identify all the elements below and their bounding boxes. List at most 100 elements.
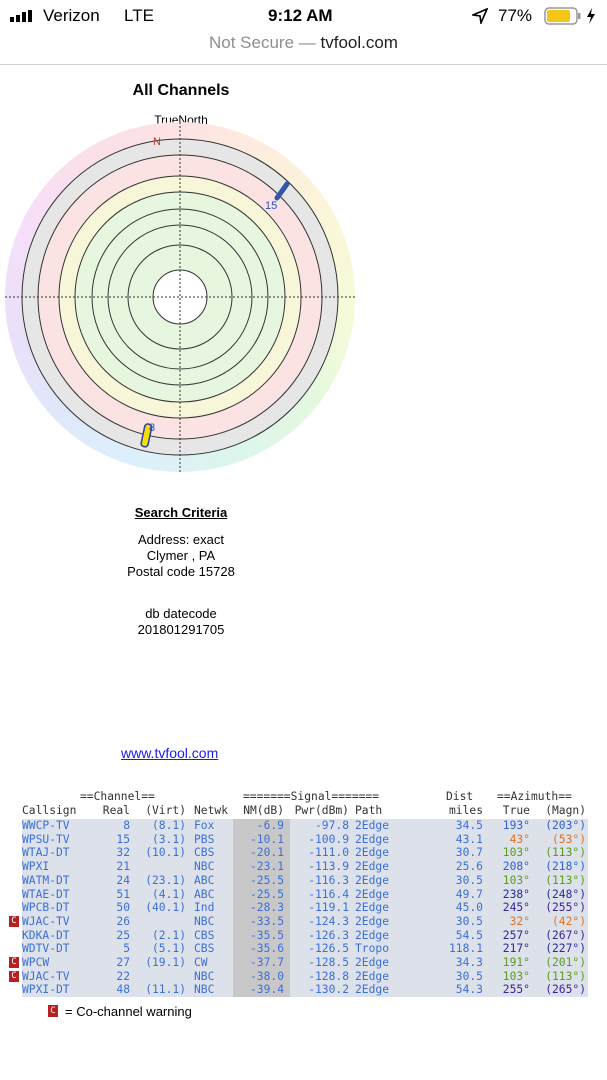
cell-callsign: KDKA-DT <box>22 928 70 942</box>
cell-dist: 30.5 <box>455 914 483 928</box>
cell-true: 208° <box>502 860 530 874</box>
cell-pwr: -116.3 <box>308 873 349 887</box>
cell-true: 103° <box>502 969 530 983</box>
cell-nm: -28.3 <box>249 901 284 915</box>
cell-true: 245° <box>502 901 530 915</box>
channel-table: ==Channel== =======Signal======= Dist ==Azi… <box>0 786 607 1019</box>
cell-dist: 30.7 <box>455 846 483 860</box>
cell-callsign: WTAE-DT <box>22 887 70 901</box>
cell-dist: 49.7 <box>455 887 483 901</box>
cell-nm: -20.1 <box>249 846 284 860</box>
cell-dist: 118.1 <box>448 942 483 956</box>
cell-magn: (113°) <box>545 846 586 860</box>
cell-pwr: -116.4 <box>308 887 349 901</box>
cell-pwr: -128.5 <box>308 956 349 969</box>
cell-nm: -35.6 <box>249 942 284 956</box>
cell-callsign: WPXI-DT <box>22 983 70 997</box>
station-marker <box>140 423 153 448</box>
cell-callsign: WPCW <box>22 956 50 969</box>
cell-netwk: ABC <box>194 873 215 887</box>
cell-dist: 54.3 <box>455 983 483 997</box>
station-marker <box>274 181 290 201</box>
cell-true: 255° <box>502 983 530 997</box>
column-header: Callsign <box>22 804 77 817</box>
cell-nm: -37.7 <box>249 956 284 969</box>
group-header: ==Azimuth== <box>497 790 572 803</box>
cell-magn: (201°) <box>545 956 586 969</box>
cell-callsign: WWCP-TV <box>22 819 70 832</box>
cell-netwk: Ind <box>194 901 215 915</box>
cell-netwk: NBC <box>194 969 215 983</box>
cell-real: 24 <box>116 873 130 887</box>
criteria-title-text: Search Criteria <box>134 505 228 520</box>
cell-real: 22 <box>116 969 130 983</box>
cell-pwr: -100.9 <box>308 832 349 846</box>
column-header: Netwk <box>194 804 229 817</box>
cell-callsign: WJAC-TV <box>22 914 70 928</box>
station-label: 15 <box>265 200 277 212</box>
cell-magn: (53°) <box>551 832 586 846</box>
cell-nm: -33.5 <box>249 914 284 928</box>
cell-callsign: WPCB-DT <box>22 901 70 915</box>
cell-real: 32 <box>116 846 130 860</box>
cell-true: 193° <box>502 819 530 832</box>
cell-magn: (113°) <box>545 873 586 887</box>
cell-magn: (113°) <box>545 969 586 983</box>
group-header: =======Signal======= <box>243 790 380 803</box>
column-header: NM(dB) <box>243 804 284 817</box>
cell-path: 2Edge <box>355 928 390 942</box>
clock: 9:12 AM <box>268 6 333 25</box>
cell-path: 2Edge <box>355 873 390 887</box>
datecode-label: db datecode <box>145 606 217 621</box>
cell-netwk: ABC <box>194 887 215 901</box>
cell-path: 2Edge <box>355 819 390 832</box>
cell-virt: (11.1) <box>145 983 186 997</box>
cell-netwk: PBS <box>194 832 215 846</box>
co-channel-icon: C <box>48 1005 58 1018</box>
cell-real: 21 <box>116 860 130 874</box>
cell-real: 26 <box>116 914 130 928</box>
site-link[interactable]: www.tvfool.com <box>121 745 219 761</box>
cell-path: 2Edge <box>355 901 390 915</box>
cell-callsign: WPXI <box>22 860 50 874</box>
cell-true: 43° <box>509 832 530 846</box>
co-channel-icon: C <box>9 915 19 927</box>
cell-real: 5 <box>123 942 130 956</box>
datecode: db datecode 201801291705 <box>0 606 362 638</box>
cell-pwr: -126.3 <box>308 928 349 942</box>
column-header: Pwr(dBm) <box>294 804 349 817</box>
cell-nm: -39.4 <box>249 983 284 997</box>
cell-dist: 30.5 <box>455 969 483 983</box>
column-header: Real <box>102 804 130 817</box>
domain: tvfool.com <box>320 33 398 52</box>
cell-virt: (3.1) <box>151 832 186 846</box>
cell-callsign: WDTV-DT <box>22 942 70 956</box>
cell-path: Tropo <box>355 942 390 956</box>
datecode-value: 201801291705 <box>137 622 225 637</box>
cell-magn: (218°) <box>545 860 586 874</box>
cell-nm: -25.5 <box>249 873 284 887</box>
criteria-lines: Address: exact Clymer , PA Postal code 1… <box>0 532 362 580</box>
url-bar[interactable]: Not Secure — tvfool.com <box>0 32 607 65</box>
cell-path: 2Edge <box>355 956 390 969</box>
cell-virt: (40.1) <box>145 901 186 915</box>
cell-path: 2Edge <box>355 832 390 846</box>
cell-callsign: WATM-DT <box>22 873 70 887</box>
cell-nm: -10.1 <box>249 832 284 846</box>
column-header: (Magn) <box>545 804 586 817</box>
radar-title: All Channels <box>132 82 230 99</box>
cell-pwr: -124.3 <box>308 914 349 928</box>
cell-true: 103° <box>502 873 530 887</box>
location-icon <box>472 8 488 24</box>
cell-real: 27 <box>116 956 130 969</box>
cell-pwr: -128.8 <box>308 969 349 983</box>
cell-path: 2Edge <box>355 969 390 983</box>
cell-virt: (19.1) <box>145 956 186 969</box>
nm-band <box>233 819 290 998</box>
security-label: Not Secure — <box>209 33 316 52</box>
station-label: 8 <box>149 422 155 434</box>
cell-pwr: -113.9 <box>308 860 349 874</box>
cell-true: 238° <box>502 887 530 901</box>
cell-netwk: Fox <box>194 819 215 832</box>
cell-pwr: -97.8 <box>314 819 349 832</box>
